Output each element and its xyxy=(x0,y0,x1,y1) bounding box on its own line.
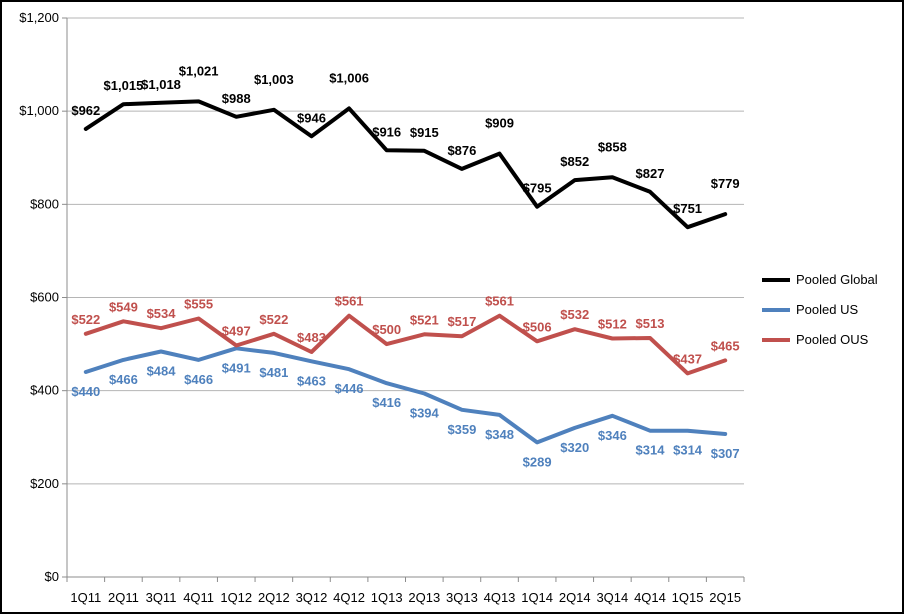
y-tick-label: $1,200 xyxy=(19,10,59,25)
data-label-pooled-global: $1,021 xyxy=(179,63,219,78)
data-label-pooled-us: $314 xyxy=(673,443,703,458)
gridlines xyxy=(67,17,744,485)
x-tick-label: 1Q12 xyxy=(220,590,252,605)
y-tick-label: $600 xyxy=(30,290,59,305)
data-label-pooled-global: $962 xyxy=(71,103,100,118)
x-tick-label: 2Q11 xyxy=(108,590,139,605)
data-label-pooled-global: $1,018 xyxy=(141,77,181,92)
x-tick-label: 3Q13 xyxy=(446,590,478,605)
data-label-pooled-global: $858 xyxy=(598,139,627,154)
data-label-pooled-us: $307 xyxy=(711,446,740,461)
x-tick-label: 1Q14 xyxy=(521,590,553,605)
y-tick-label: $200 xyxy=(30,476,59,491)
data-label-pooled-ous: $497 xyxy=(222,323,251,338)
x-tick-label: 4Q14 xyxy=(634,590,666,605)
data-label-pooled-us: $463 xyxy=(297,373,326,388)
data-label-pooled-us: $394 xyxy=(410,405,440,420)
y-tick-label: $400 xyxy=(30,383,59,398)
x-tick-label: 3Q12 xyxy=(296,590,328,605)
series-lines xyxy=(83,99,728,445)
data-label-pooled-us: $446 xyxy=(335,381,364,396)
x-tick-label: 1Q13 xyxy=(371,590,403,605)
data-label-pooled-global: $779 xyxy=(711,176,740,191)
x-tick-label: 3Q14 xyxy=(596,590,628,605)
x-tick-label: 1Q15 xyxy=(672,590,704,605)
y-tick-labels: $0 $200 $400 $600 $800 $1,000 $1,200 xyxy=(19,10,59,584)
y-tick-label: $0 xyxy=(45,569,59,584)
data-label-pooled-ous: $506 xyxy=(523,319,552,334)
series-line-pooled-ous xyxy=(83,313,728,376)
x-tick-label: 2Q12 xyxy=(258,590,290,605)
data-label-pooled-us: $491 xyxy=(222,360,251,375)
data-label-pooled-ous: $512 xyxy=(598,316,627,331)
data-label-pooled-ous: $483 xyxy=(297,330,326,345)
legend-entry-pooled-ous: Pooled OUS xyxy=(796,332,869,347)
data-label-pooled-ous: $517 xyxy=(447,314,476,329)
data-label-pooled-ous: $500 xyxy=(372,322,401,337)
y-tick-label: $1,000 xyxy=(19,103,59,118)
data-label-pooled-global: $1,015 xyxy=(104,78,144,93)
data-label-pooled-ous: $513 xyxy=(636,316,665,331)
data-label-pooled-us: $416 xyxy=(372,395,401,410)
data-label-pooled-global: $1,006 xyxy=(329,70,369,85)
data-label-pooled-global: $909 xyxy=(485,116,514,131)
data-label-pooled-us: $348 xyxy=(485,427,514,442)
x-tick-label: 2Q14 xyxy=(559,590,591,605)
data-label-pooled-ous: $437 xyxy=(673,351,702,366)
data-label-pooled-us: $466 xyxy=(109,372,138,387)
data-label-pooled-us: $289 xyxy=(523,454,552,469)
data-label-pooled-global: $916 xyxy=(372,124,401,139)
data-label-pooled-global: $827 xyxy=(636,166,665,181)
data-label-pooled-us: $314 xyxy=(636,443,666,458)
data-label-pooled-us: $346 xyxy=(598,428,627,443)
x-tick-label: 3Q11 xyxy=(146,590,177,605)
x-tick-label: 2Q15 xyxy=(709,590,741,605)
data-label-pooled-ous: $465 xyxy=(711,338,740,353)
data-label-pooled-global: $751 xyxy=(673,201,702,216)
x-tick-label: 4Q12 xyxy=(333,590,365,605)
series-line-pooled-global xyxy=(83,99,728,230)
legend: Pooled Global Pooled US Pooled OUS xyxy=(762,272,878,347)
data-label-pooled-global: $876 xyxy=(447,143,476,158)
data-label-pooled-ous: $549 xyxy=(109,299,138,314)
series-line-pooled-us xyxy=(83,346,728,445)
x-tick-label: 1Q11 xyxy=(70,590,101,605)
data-label-pooled-us: $320 xyxy=(560,440,589,455)
data-label-pooled-ous: $555 xyxy=(184,296,213,311)
data-label-pooled-global: $988 xyxy=(222,91,251,106)
data-label-pooled-ous: $561 xyxy=(485,294,514,309)
x-tick-label: 2Q13 xyxy=(408,590,440,605)
data-label-pooled-global: $852 xyxy=(560,154,589,169)
x-tick-label: 4Q13 xyxy=(484,590,516,605)
legend-entry-pooled-global: Pooled Global xyxy=(796,272,878,287)
data-label-pooled-global: $795 xyxy=(523,181,552,196)
data-label-pooled-us: $440 xyxy=(71,384,100,399)
data-label-pooled-us: $359 xyxy=(447,422,476,437)
data-label-pooled-us: $466 xyxy=(184,372,213,387)
data-label-pooled-global: $1,003 xyxy=(254,72,294,87)
data-label-pooled-ous: $522 xyxy=(71,312,100,327)
data-label-pooled-ous: $522 xyxy=(259,312,288,327)
data-label-pooled-global: $915 xyxy=(410,125,439,140)
legend-entry-pooled-us: Pooled US xyxy=(796,302,858,317)
x-tick-label: 4Q11 xyxy=(183,590,214,605)
data-label-pooled-global: $946 xyxy=(297,110,326,125)
data-label-pooled-ous: $521 xyxy=(410,312,439,327)
data-label-pooled-ous: $532 xyxy=(560,307,589,322)
x-tick-labels: 1Q11 2Q11 3Q11 4Q11 1Q12 2Q12 3Q12 4Q12 1Q13 2Q13… xyxy=(70,590,741,605)
data-label-pooled-ous: $534 xyxy=(147,306,177,321)
y-tick-label: $800 xyxy=(30,196,59,211)
data-label-pooled-ous: $561 xyxy=(335,294,364,309)
data-label-pooled-us: $481 xyxy=(259,365,288,380)
data-label-pooled-us: $484 xyxy=(147,364,177,379)
axes xyxy=(62,17,745,582)
data-labels: $962 $1,015$1,018$1,021$988$1,003 $946 $1,0… xyxy=(71,63,739,469)
